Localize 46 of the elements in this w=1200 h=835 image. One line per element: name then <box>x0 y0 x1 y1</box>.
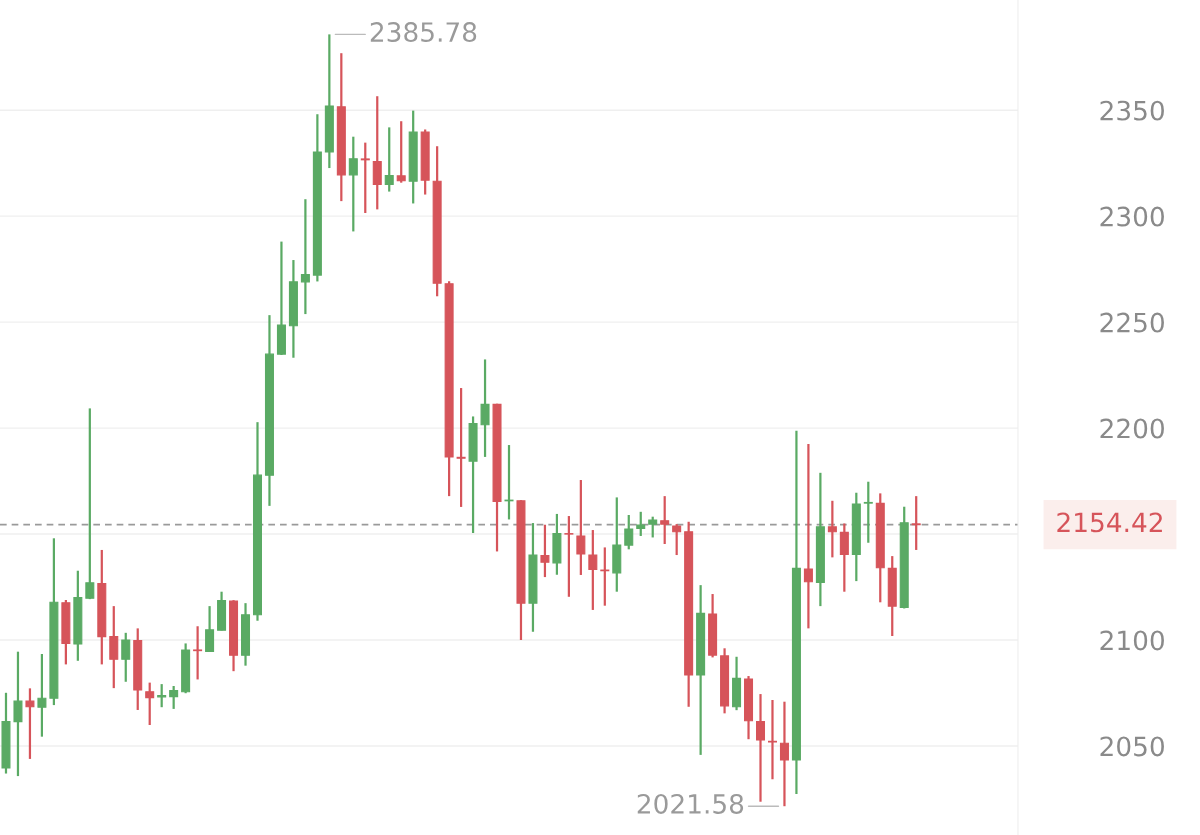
candlestick <box>660 495 670 546</box>
candlestick <box>779 700 789 808</box>
candlestick <box>564 514 574 598</box>
candlestick <box>827 499 837 559</box>
candlestick <box>109 605 119 690</box>
candlestick <box>540 523 550 579</box>
candlestick <box>193 625 203 681</box>
candlestick <box>300 198 310 316</box>
candlestick <box>85 407 95 601</box>
candlestick <box>636 510 646 538</box>
candlestick <box>803 442 813 630</box>
annotation: 2385.78 <box>370 22 477 43</box>
candlestick <box>384 126 394 193</box>
candlestick <box>372 95 382 211</box>
candlestick <box>13 650 23 778</box>
candlestick <box>205 605 215 653</box>
candlestick <box>648 515 658 539</box>
candlestick <box>480 358 490 459</box>
y-tick-label: 2300 <box>1100 206 1164 227</box>
candlestick <box>863 480 873 544</box>
candlestick <box>169 684 179 711</box>
candlestick <box>456 386 466 509</box>
candlestick <box>396 120 406 184</box>
candlestick <box>672 522 682 557</box>
candlestick <box>624 513 634 551</box>
candlestick <box>839 522 849 593</box>
candlestick <box>600 546 610 607</box>
candlestick <box>588 528 598 612</box>
candlestick <box>37 652 47 738</box>
candlestick <box>348 135 358 233</box>
annotation: 2021.58 <box>637 793 744 814</box>
ref-line-label: 2154.42 <box>1057 512 1162 533</box>
candlestick <box>576 478 586 577</box>
y-tick-label: 2250 <box>1100 312 1164 333</box>
y-tick-label: 2350 <box>1100 100 1164 121</box>
candlestick <box>25 687 35 761</box>
candlestick <box>911 495 921 552</box>
y-tick-label: 2100 <box>1100 630 1164 651</box>
candlestick <box>755 692 766 803</box>
candlestick <box>157 683 167 709</box>
candlestick <box>121 631 131 683</box>
candlestick <box>145 681 155 727</box>
y-tick-label: 2200 <box>1100 418 1164 439</box>
candlestick <box>767 698 777 781</box>
candlestick <box>360 141 370 215</box>
y-tick-label: 2050 <box>1100 736 1164 757</box>
